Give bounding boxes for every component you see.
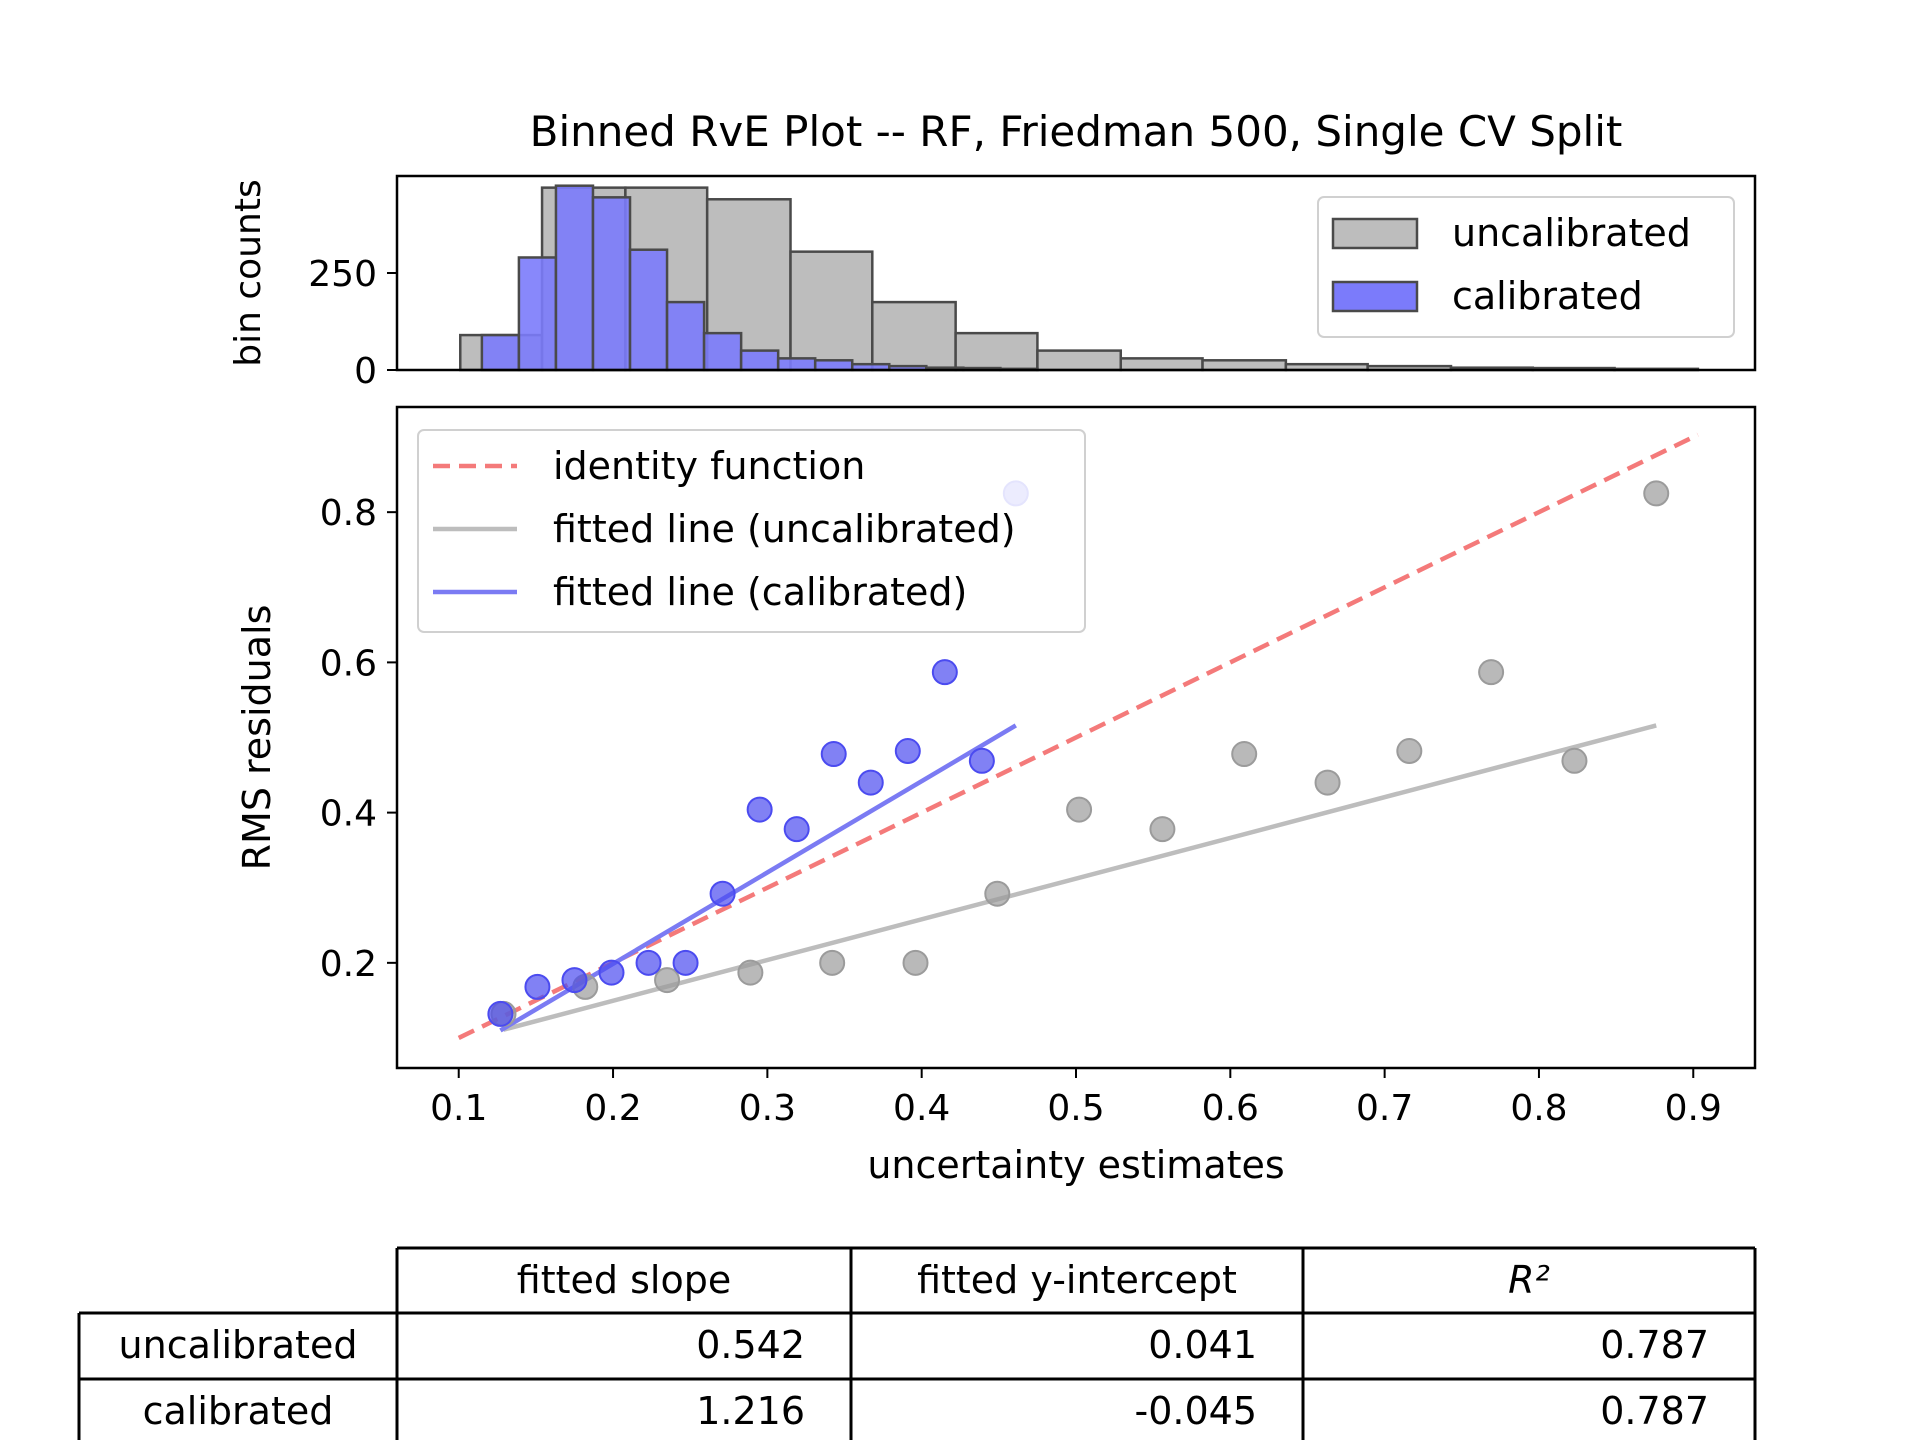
histogram-y-axis-label: bin counts xyxy=(228,179,269,366)
y-tick-label: 0.4 xyxy=(320,794,377,835)
scatter-point-uncalibrated xyxy=(654,967,681,994)
x-axis-label: uncertainty estimates xyxy=(867,1143,1284,1187)
table-cell: 1.216 xyxy=(696,1389,805,1433)
scatter-point-uncalibrated xyxy=(1314,769,1341,796)
line-fitted-line-uncalibrated xyxy=(502,723,1657,1032)
scatter-point-uncalibrated xyxy=(737,959,764,986)
histogram-panel: Binned RvE Plot -- RF, Friedman 500, Sin… xyxy=(228,107,1757,392)
scatter-legend: identity function fitted line (uncalibrat… xyxy=(417,429,1086,633)
scatter-point-calibrated xyxy=(894,738,921,765)
scatter-point-uncalibrated xyxy=(1643,480,1670,507)
scatter-point-calibrated xyxy=(598,959,625,986)
scatter-panel: 0.1 0.2 0.3 0.4 0.5 0.6 0.7 0.8 0.9 0.2 0.4 0.6 0.8 u… xyxy=(235,405,1757,1187)
x-tick-label: 0.9 xyxy=(1665,1088,1722,1129)
table-cell: 0.542 xyxy=(696,1323,805,1367)
histogram-bar-calibrated xyxy=(480,333,521,372)
scatter-point-calibrated xyxy=(709,880,736,907)
histogram-bar-calibrated xyxy=(776,357,817,372)
scatter-point-uncalibrated xyxy=(984,880,1011,907)
scatter-point-calibrated xyxy=(968,747,995,774)
histogram-y-tick-label: 0 xyxy=(354,351,377,392)
scatter-legend-label: fitted line (calibrated) xyxy=(553,570,967,614)
scatter-point-uncalibrated xyxy=(1066,796,1093,823)
x-tick-label: 0.5 xyxy=(1047,1088,1104,1129)
scatter-point-calibrated xyxy=(746,796,773,823)
y-axis-label: RMS residuals xyxy=(235,605,279,871)
histogram-legend: uncalibrated calibrated xyxy=(1317,196,1735,338)
table-cell: 0.787 xyxy=(1600,1323,1709,1367)
scatter-legend-label: fitted line (uncalibrated) xyxy=(553,507,1016,551)
table-column-header: R² xyxy=(1508,1258,1550,1302)
histogram-bar-uncalibrated xyxy=(1036,349,1123,372)
histogram-bar-calibrated xyxy=(517,256,558,372)
table-cell: 0.787 xyxy=(1600,1389,1709,1433)
table-row-label: uncalibrated xyxy=(119,1323,358,1367)
scatter-point-uncalibrated xyxy=(902,949,929,976)
scatter-point-uncalibrated xyxy=(1478,659,1505,686)
scatter-legend-box xyxy=(417,429,1086,633)
histogram-legend-label-calibrated: calibrated xyxy=(1452,274,1643,318)
histogram-bar-calibrated xyxy=(665,300,706,372)
scatter-point-uncalibrated xyxy=(819,949,846,976)
histogram-legend-swatch-uncalibrated xyxy=(1331,217,1419,250)
table-row-label: calibrated xyxy=(143,1389,334,1433)
x-tick-label: 0.3 xyxy=(739,1088,796,1129)
x-tick-label: 0.8 xyxy=(1510,1088,1567,1129)
histogram-bar-calibrated xyxy=(554,184,595,372)
histogram-bar-uncalibrated xyxy=(1201,359,1288,372)
scatter-legend-label: identity function xyxy=(553,444,865,488)
x-tick-label: 0.2 xyxy=(584,1088,641,1129)
histogram-legend-swatch-calibrated xyxy=(1331,280,1419,313)
y-tick-label: 0.6 xyxy=(320,643,377,684)
histogram-y-tick-label: 250 xyxy=(308,254,377,295)
fit-stats-table: fitted slope fitted y-intercept R² uncalibr… xyxy=(77,1246,1757,1440)
y-tick-label: 0.2 xyxy=(320,944,377,985)
histogram-bar-calibrated xyxy=(739,349,780,372)
y-tick-label: 0.8 xyxy=(320,493,377,534)
scatter-point-calibrated xyxy=(635,949,662,976)
scatter-point-uncalibrated xyxy=(1396,738,1423,765)
scatter-point-calibrated xyxy=(857,769,884,796)
scatter-point-uncalibrated xyxy=(1231,741,1258,768)
x-tick-label: 0.4 xyxy=(893,1088,950,1129)
histogram-bar-calibrated xyxy=(628,248,669,372)
x-tick-label: 0.7 xyxy=(1356,1088,1413,1129)
histogram-bar-uncalibrated xyxy=(789,250,874,372)
histogram-bar-calibrated xyxy=(591,196,632,372)
histogram-bar-calibrated xyxy=(702,331,743,372)
scatter-point-calibrated xyxy=(931,659,958,686)
x-tick-label: 0.1 xyxy=(430,1088,487,1129)
scatter-point-calibrated xyxy=(672,949,699,976)
histogram-bar-uncalibrated xyxy=(1119,357,1204,372)
line-identity-function xyxy=(457,432,1699,1040)
histogram-legend-box xyxy=(1317,196,1735,338)
histogram-bar-uncalibrated xyxy=(954,331,1039,372)
scatter-point-calibrated xyxy=(561,967,588,994)
x-tick-label: 0.6 xyxy=(1202,1088,1259,1129)
scatter-point-calibrated xyxy=(783,816,810,843)
scatter-point-calibrated xyxy=(487,1000,514,1027)
table-column-header: fitted y-intercept xyxy=(917,1258,1237,1302)
histogram-bar-uncalibrated xyxy=(871,300,957,372)
table-cell: 0.041 xyxy=(1148,1323,1257,1367)
scatter-point-calibrated xyxy=(524,973,551,1000)
chart-title: Binned RvE Plot -- RF, Friedman 500, Sin… xyxy=(530,107,1623,156)
histogram-legend-label-uncalibrated: uncalibrated xyxy=(1452,211,1691,255)
scatter-point-calibrated xyxy=(820,741,847,768)
table-cell: -0.045 xyxy=(1135,1389,1258,1433)
table-column-header: fitted slope xyxy=(517,1258,731,1302)
histogram-bar-calibrated xyxy=(813,359,854,372)
scatter-point-uncalibrated xyxy=(1561,747,1588,774)
scatter-point-uncalibrated xyxy=(1149,816,1176,843)
